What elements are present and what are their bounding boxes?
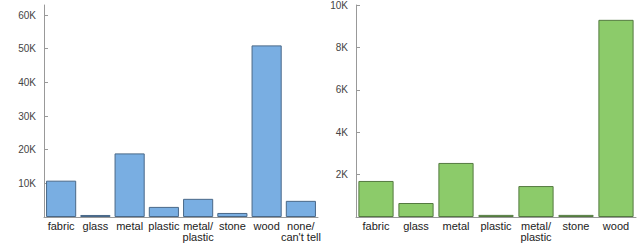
svg-text:30K: 30K xyxy=(18,111,36,122)
svg-text:60K: 60K xyxy=(18,10,36,21)
svg-text:fabric: fabric xyxy=(363,220,390,232)
svg-text:none/: none/ xyxy=(287,219,315,232)
svg-text:plastic: plastic xyxy=(480,220,512,232)
svg-text:fabric: fabric xyxy=(48,220,75,232)
svg-text:2K: 2K xyxy=(336,169,349,180)
svg-text:4K: 4K xyxy=(336,127,349,138)
svg-text:can't tell: can't tell xyxy=(281,231,321,243)
svg-text:8K: 8K xyxy=(336,42,349,53)
svg-text:metal/: metal/ xyxy=(521,219,551,232)
svg-text:10K: 10K xyxy=(330,0,348,11)
svg-text:10K: 10K xyxy=(18,178,36,189)
svg-text:wood: wood xyxy=(602,220,629,232)
svg-text:glass: glass xyxy=(403,220,429,232)
svg-text:plastic: plastic xyxy=(520,231,552,243)
svg-text:glass: glass xyxy=(83,220,109,232)
svg-text:stone: stone xyxy=(219,220,246,232)
svg-text:metal/: metal/ xyxy=(183,219,214,232)
svg-text:6K: 6K xyxy=(336,84,349,95)
svg-text:metal: metal xyxy=(116,220,143,232)
svg-text:40K: 40K xyxy=(18,77,36,88)
svg-text:metal: metal xyxy=(443,220,470,232)
svg-text:plastic: plastic xyxy=(183,231,215,243)
svg-text:50K: 50K xyxy=(18,43,36,54)
svg-text:20K: 20K xyxy=(18,144,36,155)
svg-text:stone: stone xyxy=(563,220,590,232)
svg-text:plastic: plastic xyxy=(148,220,180,232)
svg-text:wood: wood xyxy=(252,220,279,232)
